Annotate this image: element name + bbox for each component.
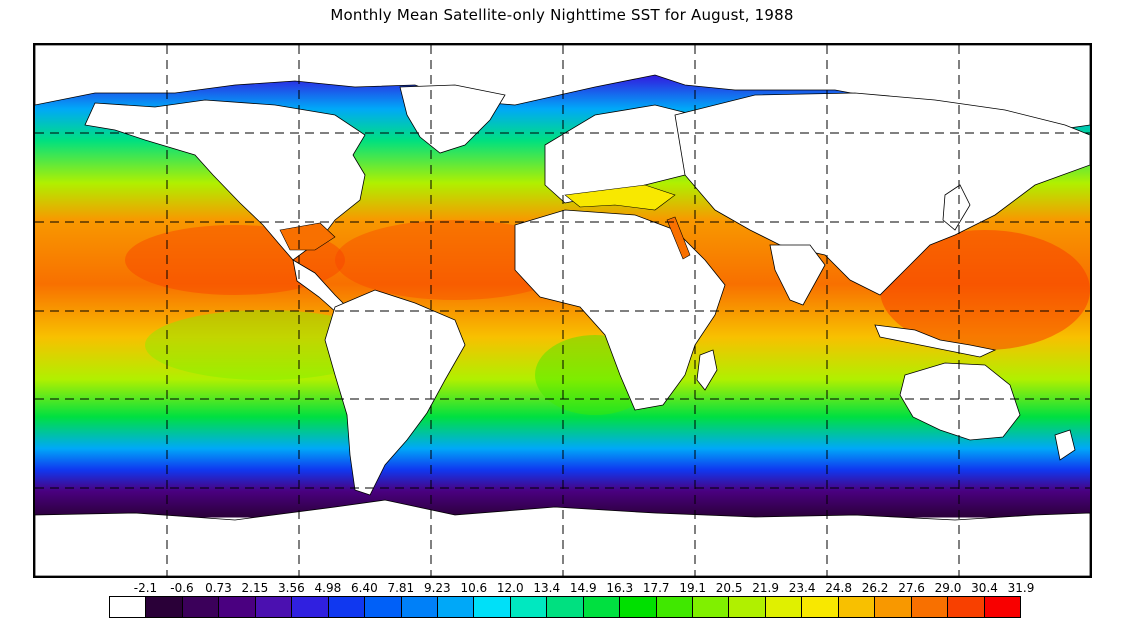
colorbar-tick-label: 2.15 bbox=[241, 581, 269, 595]
colorbar-swatch bbox=[547, 597, 584, 617]
colorbar-tick-label: 16.3 bbox=[606, 581, 634, 595]
graticule bbox=[35, 45, 1090, 576]
sst-map-canvas bbox=[35, 45, 1090, 576]
colorbar-swatch bbox=[802, 597, 839, 617]
colorbar-tick-label: 31.9 bbox=[1007, 581, 1035, 595]
colorbar-swatch bbox=[948, 597, 985, 617]
colorbar-swatch bbox=[620, 597, 657, 617]
warm-pool-west-pacific bbox=[880, 230, 1090, 350]
colorbar-swatch bbox=[292, 597, 329, 617]
sst-map bbox=[33, 43, 1092, 578]
colorbar-tick-label: 12.0 bbox=[496, 581, 524, 595]
colorbar-tick-label: 6.40 bbox=[351, 581, 378, 595]
colorbar-tick-label: 24.8 bbox=[825, 581, 852, 595]
colorbar-tick-label: -0.6 bbox=[170, 581, 194, 595]
colorbar-labels: -2.1 -0.6 0.73 2.15 3.56 4.98 6.40 7.81 9.23 10.6… bbox=[0, 581, 1124, 597]
colorbar-swatch bbox=[875, 597, 912, 617]
colorbar-tick-label: 0.73 bbox=[205, 581, 232, 595]
colorbar-swatch bbox=[146, 597, 183, 617]
colorbar-swatch bbox=[838, 597, 876, 617]
colorbar-swatch bbox=[182, 597, 220, 617]
colorbar-swatch bbox=[911, 597, 949, 617]
sea-mediterranean bbox=[564, 184, 676, 211]
land-greenland bbox=[399, 84, 506, 154]
colorbar-swatch bbox=[984, 597, 1020, 617]
land-indonesia bbox=[874, 324, 997, 358]
land-new-zealand bbox=[1054, 429, 1076, 461]
land-south-america bbox=[324, 289, 466, 496]
colorbar-tick-label: 4.98 bbox=[314, 581, 342, 595]
colorbar-swatch bbox=[656, 597, 693, 617]
colorbar-swatch bbox=[474, 597, 511, 617]
colorbar-swatch bbox=[693, 597, 730, 617]
colorbar-tick-label: 27.6 bbox=[898, 581, 925, 595]
land-asia bbox=[674, 92, 1090, 296]
land-madagascar bbox=[696, 349, 718, 391]
colorbar-swatch bbox=[729, 597, 766, 617]
colorbar bbox=[109, 596, 1021, 618]
cool-tongue-east-pacific bbox=[145, 310, 385, 380]
sea-gulf-of-mexico bbox=[279, 222, 336, 251]
colorbar-swatch bbox=[583, 597, 621, 617]
colorbar-tick-label: 29.0 bbox=[934, 581, 962, 595]
colorbar-tick-label: 23.4 bbox=[788, 581, 816, 595]
colorbar-swatch bbox=[765, 597, 803, 617]
colorbar-tick-label: 20.5 bbox=[715, 581, 743, 595]
land-africa bbox=[514, 209, 726, 411]
colorbar-swatch bbox=[401, 597, 438, 617]
colorbar-tick-label: 9.23 bbox=[423, 581, 451, 595]
colorbar-swatch bbox=[255, 597, 293, 617]
colorbar-swatch bbox=[110, 597, 147, 617]
colorbar-tick-label: 14.9 bbox=[569, 581, 597, 595]
land-japan bbox=[942, 184, 971, 231]
colorbar-tick-label: 21.9 bbox=[752, 581, 779, 595]
colorbar-tick-label: 17.7 bbox=[642, 581, 670, 595]
land-india bbox=[769, 244, 826, 306]
sea-red-sea bbox=[666, 216, 691, 260]
colorbar-swatch bbox=[328, 597, 366, 617]
colorbar-swatch bbox=[219, 597, 256, 617]
colorbar-tick-label: 19.1 bbox=[679, 581, 707, 595]
colorbar-tick-label: -2.1 bbox=[133, 581, 158, 595]
map-title: Monthly Mean Satellite-only Nighttime SS… bbox=[330, 6, 794, 24]
colorbar-tick-label: 7.81 bbox=[387, 581, 415, 595]
colorbar-tick-label: 10.6 bbox=[460, 581, 488, 595]
colorbar-swatch bbox=[365, 597, 402, 617]
colorbar-tick-label: 13.4 bbox=[533, 581, 561, 595]
colorbar-swatch bbox=[510, 597, 548, 617]
colorbar-swatch bbox=[437, 597, 475, 617]
land-australia bbox=[899, 362, 1021, 441]
colorbar-tick-label: 30.4 bbox=[971, 581, 998, 595]
colorbar-tick-label: 3.56 bbox=[278, 581, 305, 595]
colorbar-tick-label: 26.2 bbox=[861, 581, 889, 595]
